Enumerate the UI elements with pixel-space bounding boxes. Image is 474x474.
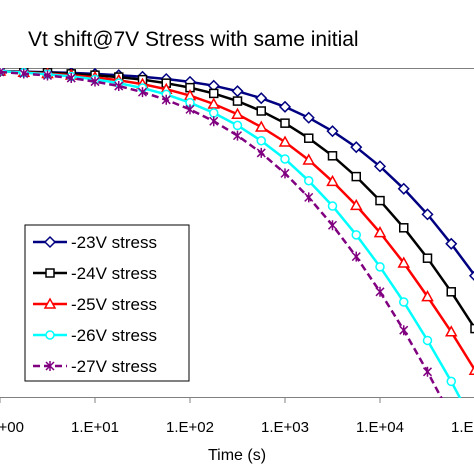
x-tick-label: 1.E+01: [71, 419, 119, 436]
data-point: [232, 130, 243, 141]
data-point: [280, 154, 290, 164]
legend-label: -26V stress: [71, 326, 157, 345]
x-tick-label: 1.E+03: [261, 419, 309, 436]
data-point: [468, 270, 474, 281]
data-point: [468, 365, 474, 375]
x-tick-label: 1.E+05: [451, 419, 474, 436]
x-tick-label: 1.E+00: [0, 419, 24, 436]
data-point: [327, 201, 338, 211]
data-point: [90, 76, 100, 87]
legend-label: -24V stress: [71, 264, 157, 283]
data-point: [470, 323, 474, 334]
data-point: [326, 174, 339, 187]
x-ticks: 1.E+00 1.E+01 1.E+02 1.E+03 1.E+04 1.E+05: [0, 397, 474, 436]
legend-marker: [45, 361, 55, 371]
legend-marker: [45, 268, 55, 278]
data-point: [304, 192, 314, 203]
data-point: [114, 81, 124, 92]
data-point: [185, 104, 195, 115]
data-point: [446, 376, 456, 387]
legend-label: -25V stress: [71, 295, 157, 314]
data-point: [0, 68, 5, 77]
data-point: [326, 125, 339, 138]
data-point: [208, 108, 219, 118]
data-point: [302, 153, 316, 165]
data-point: [278, 100, 292, 113]
data-point: [161, 94, 171, 105]
data-point: [232, 96, 243, 106]
data-point: [349, 198, 363, 211]
data-point: [303, 176, 314, 186]
data-point: [350, 141, 363, 154]
data-point: [422, 335, 433, 346]
data-point: [375, 262, 385, 272]
legend-label: -27V stress: [71, 357, 157, 376]
data-point: [444, 325, 458, 337]
x-tick-label: 1.E+04: [356, 419, 404, 436]
data-point: [280, 118, 290, 128]
data-point: [445, 237, 458, 250]
data-point: [66, 73, 76, 84]
data-point: [399, 223, 409, 233]
data-point: [422, 253, 433, 263]
data-point: [351, 230, 361, 240]
data-point: [256, 106, 266, 116]
series-line: [0, 70, 443, 398]
data-point: [397, 256, 411, 268]
legend-marker: [43, 235, 57, 249]
data-point: [232, 120, 243, 131]
x-axis-label: Time (s): [208, 447, 266, 464]
data-point: [327, 220, 338, 231]
data-point: [446, 287, 456, 297]
data-point: [255, 92, 268, 105]
chart-title: Vt shift@7V Stress with same initial: [28, 28, 359, 51]
data-point: [351, 171, 361, 182]
data-point: [256, 147, 266, 158]
data-point: [231, 85, 244, 98]
legend-label: -23V stress: [71, 233, 157, 252]
data-point: [375, 286, 385, 297]
data-point: [303, 133, 314, 143]
legend-marker: [45, 330, 55, 340]
data-point: [209, 116, 219, 127]
data-point: [207, 97, 221, 109]
data-point: [327, 151, 338, 161]
data-point: [397, 182, 410, 195]
data-point: [373, 226, 387, 238]
legend-marker: [43, 297, 57, 309]
data-point: [399, 297, 409, 307]
legend: -23V stress -24V stress -25V stress -26V st…: [24, 224, 190, 382]
series-layer: [0, 68, 474, 398]
data-point: [302, 111, 315, 124]
data-point: [375, 195, 385, 206]
data-point: [351, 251, 361, 262]
data-point: [42, 70, 53, 81]
data-point: [422, 366, 433, 377]
data-point: [373, 160, 387, 173]
data-point: [278, 135, 292, 147]
data-point: [231, 107, 244, 119]
series-5: [0, 68, 443, 398]
data-point: [421, 290, 434, 302]
data-point: [137, 87, 148, 98]
data-point: [421, 208, 434, 221]
data-point: [19, 68, 29, 79]
data-point: [254, 120, 268, 132]
data-point: [399, 325, 409, 336]
data-point: [280, 168, 290, 179]
data-point: [208, 88, 219, 99]
x-tick-label: 1.E+02: [166, 419, 214, 436]
data-point: [256, 136, 266, 146]
